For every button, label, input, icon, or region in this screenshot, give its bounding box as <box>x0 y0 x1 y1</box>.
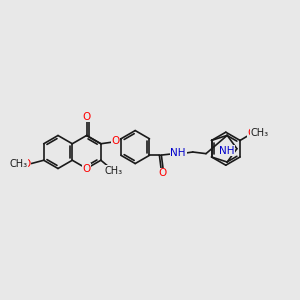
Text: CH₃: CH₃ <box>250 128 268 139</box>
Text: O: O <box>111 136 119 146</box>
Text: CH₃: CH₃ <box>105 166 123 176</box>
Text: NH: NH <box>170 148 186 158</box>
Text: O: O <box>158 169 166 178</box>
Text: NH: NH <box>219 146 235 156</box>
Text: O: O <box>22 158 31 169</box>
Text: O: O <box>247 128 256 139</box>
Text: CH₃: CH₃ <box>9 158 27 169</box>
Text: O: O <box>82 164 91 173</box>
Text: O: O <box>82 112 91 122</box>
